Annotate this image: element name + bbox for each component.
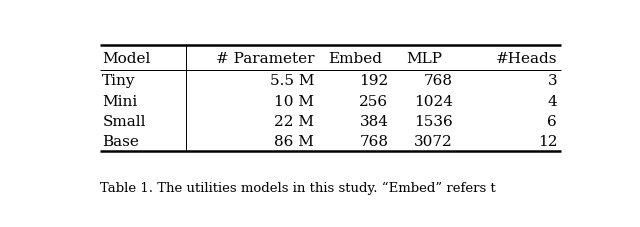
Text: Mini: Mini	[102, 94, 138, 108]
Text: 3072: 3072	[414, 134, 453, 148]
Text: 12: 12	[538, 134, 557, 148]
Text: Tiny: Tiny	[102, 74, 136, 88]
Text: #Heads: #Heads	[495, 51, 557, 65]
Text: 6: 6	[547, 114, 557, 128]
Text: 768: 768	[424, 74, 453, 88]
Text: 192: 192	[359, 74, 388, 88]
Text: Base: Base	[102, 134, 139, 148]
Text: 256: 256	[360, 94, 388, 108]
Text: 1536: 1536	[414, 114, 453, 128]
Text: Model: Model	[102, 51, 150, 65]
Text: Table 1. The utilities models in this study. “Embed” refers t: Table 1. The utilities models in this st…	[100, 181, 495, 194]
Text: Small: Small	[102, 114, 146, 128]
Text: 4: 4	[547, 94, 557, 108]
Text: MLP: MLP	[407, 51, 443, 65]
Text: 22 M: 22 M	[274, 114, 314, 128]
Text: 768: 768	[360, 134, 388, 148]
Text: 5.5 M: 5.5 M	[269, 74, 314, 88]
Text: 3: 3	[548, 74, 557, 88]
Text: 86 M: 86 M	[274, 134, 314, 148]
Text: 10 M: 10 M	[274, 94, 314, 108]
Text: 1024: 1024	[414, 94, 453, 108]
Text: 384: 384	[360, 114, 388, 128]
Text: # Parameter: # Parameter	[216, 51, 314, 65]
Text: Embed: Embed	[328, 51, 382, 65]
